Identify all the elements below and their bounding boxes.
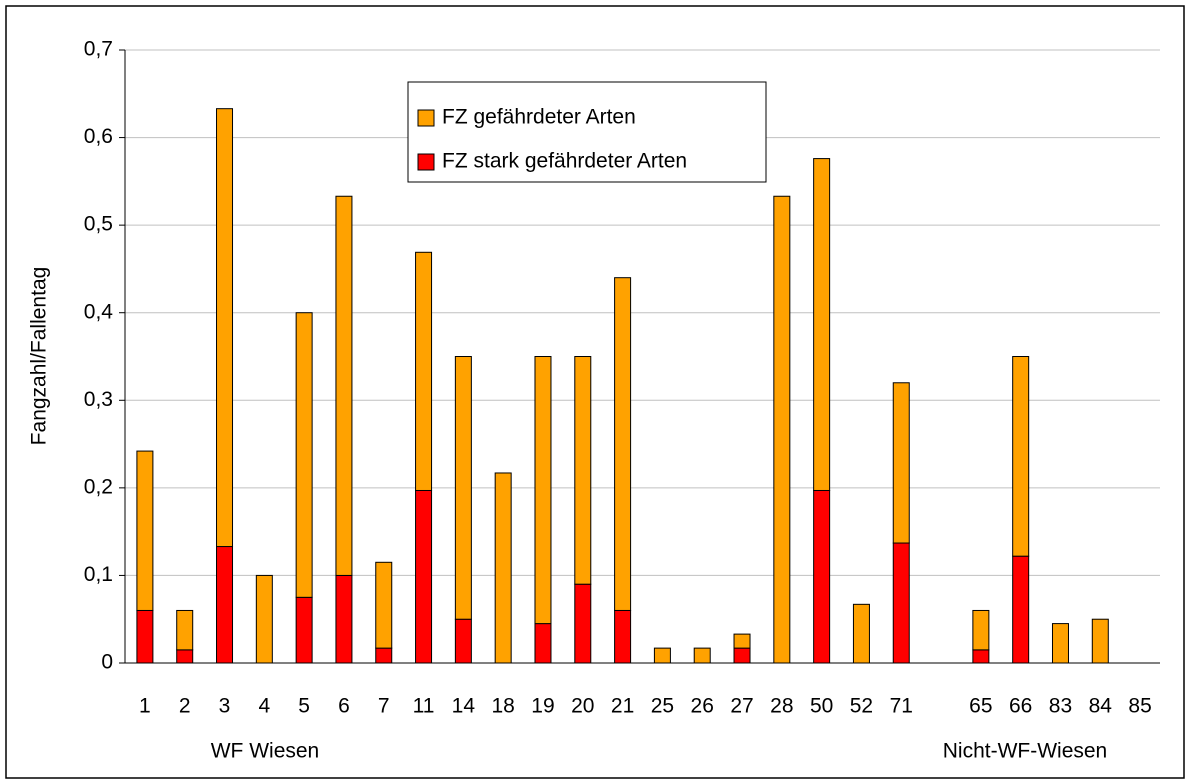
y-tick-label: 0,4 [84, 300, 114, 323]
bar-segment [216, 108, 234, 548]
bar-segment [534, 356, 552, 625]
bar-segment [335, 195, 353, 576]
bar-segment [773, 195, 791, 664]
legend-label: FZ gefährdeter Arten [442, 106, 636, 129]
bar-segment [852, 603, 870, 664]
x-tick-label: 7 [378, 695, 390, 718]
legend-label: FZ stark gefährdeter Arten [442, 150, 687, 173]
bar-segment [415, 489, 433, 664]
x-tick-label: 50 [810, 695, 833, 718]
x-tick-label: 83 [1049, 695, 1072, 718]
bar-segment [614, 277, 632, 611]
bar-segment [136, 450, 154, 611]
bar-segment [454, 356, 472, 620]
x-tick-label: 66 [1009, 695, 1032, 718]
bar-segment [1091, 618, 1109, 664]
bar-segment [295, 312, 313, 598]
bar-segment [813, 158, 831, 491]
bar-segment [813, 489, 831, 664]
x-tick-label: 5 [298, 695, 310, 718]
x-tick-label: 2 [179, 695, 191, 718]
bar-segment [375, 647, 393, 664]
bar-segment [375, 561, 393, 649]
bar-segment [1012, 356, 1030, 557]
y-tick-label: 0,5 [84, 213, 113, 236]
bar-segment [255, 574, 273, 664]
x-tick-label: 85 [1128, 695, 1151, 718]
x-tick-label: 20 [571, 695, 594, 718]
x-tick-label: 84 [1089, 695, 1113, 718]
bar-segment [733, 647, 751, 664]
x-tick-label: 18 [491, 695, 514, 718]
group-label: Nicht-WF-Wiesen [943, 740, 1108, 763]
x-tick-label: 71 [890, 695, 913, 718]
y-tick-label: 0,7 [84, 38, 113, 61]
bar-segment [494, 472, 512, 664]
x-tick-label: 6 [338, 695, 350, 718]
x-tick-label: 11 [413, 695, 435, 718]
y-tick-label: 0,1 [84, 563, 113, 586]
bar-segment [176, 609, 194, 651]
x-tick-label: 14 [452, 695, 476, 718]
x-tick-label: 27 [730, 695, 753, 718]
y-axis-label: Fangzahl/Fallentag [28, 267, 51, 446]
bar-segment [335, 574, 353, 664]
bar-segment [733, 633, 751, 649]
bar-segment [574, 583, 592, 664]
group-label: WF Wiesen [211, 740, 320, 763]
x-tick-label: 26 [691, 695, 714, 718]
bar-segment [176, 649, 194, 664]
bar-segment [136, 609, 154, 664]
y-tick-label: 0,2 [84, 475, 113, 498]
bar-segment [972, 649, 990, 664]
y-tick-label: 0,6 [84, 125, 113, 148]
x-tick-label: 25 [651, 695, 674, 718]
bar-segment [693, 647, 711, 664]
bar-segment [534, 623, 552, 664]
x-tick-label: 28 [770, 695, 793, 718]
bar-segment [415, 251, 433, 491]
x-tick-label: 19 [531, 695, 554, 718]
bar-segment [1051, 623, 1069, 664]
x-tick-label: 3 [219, 695, 231, 718]
bar-segment [1012, 555, 1030, 664]
bar-segment [892, 542, 910, 664]
bar-segment [454, 618, 472, 664]
legend-box [407, 81, 767, 183]
bar-segment [295, 596, 313, 664]
bar-segment [574, 356, 592, 585]
y-tick-label: 0,3 [84, 388, 113, 411]
legend-swatch [417, 109, 435, 127]
bar-segment [216, 546, 234, 664]
x-tick-label: 65 [969, 695, 992, 718]
y-tick-label: 0 [101, 651, 113, 674]
bar-segment [653, 647, 671, 664]
bar-segment [972, 609, 990, 651]
bar-segment [892, 382, 910, 544]
legend-swatch [417, 153, 435, 171]
x-tick-label: 1 [139, 695, 151, 718]
x-tick-label: 21 [611, 695, 634, 718]
x-tick-label: 4 [258, 695, 270, 718]
bar-segment [614, 609, 632, 664]
x-tick-label: 52 [850, 695, 873, 718]
